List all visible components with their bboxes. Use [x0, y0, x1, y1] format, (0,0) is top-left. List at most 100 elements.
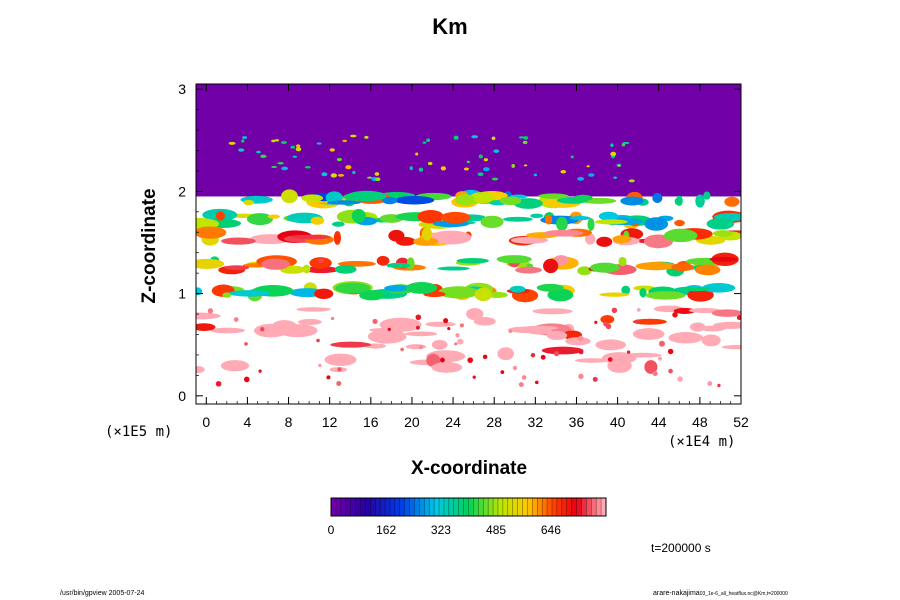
field-dot — [277, 161, 284, 165]
field-patch — [695, 194, 705, 208]
colorbar-swatch — [375, 498, 381, 516]
field-patch — [510, 236, 548, 244]
field-patch — [599, 292, 630, 297]
field-patch — [405, 344, 427, 350]
field-patch — [438, 286, 479, 299]
colorbar-swatch — [439, 498, 445, 516]
field-patch — [671, 263, 695, 272]
field-dot — [459, 323, 464, 328]
field-patch — [721, 344, 741, 350]
field-dot — [304, 165, 311, 169]
field-patch — [502, 216, 533, 222]
field-dot — [467, 357, 474, 363]
field-dot — [472, 375, 476, 379]
colorbar-swatch — [493, 498, 499, 516]
colorbar-swatch — [434, 498, 440, 516]
field-dot — [375, 177, 381, 182]
field-patch — [547, 288, 574, 302]
field-patch — [277, 324, 318, 338]
field-dot — [512, 365, 518, 371]
field-patch — [709, 256, 739, 262]
chart-title: Km — [432, 14, 468, 39]
footer-file: arare-nakajima03_1e-6_all_heatflux.nc@Km… — [653, 590, 788, 597]
field-patch — [639, 287, 647, 298]
x-tick-label: 12 — [322, 414, 338, 430]
colorbar-swatch — [571, 498, 578, 516]
field-dot — [586, 165, 590, 168]
field-dot — [296, 144, 301, 148]
field-patch — [473, 317, 496, 326]
field-patch — [521, 325, 559, 331]
footer-file-main: arare-nakajima — [653, 590, 700, 597]
field-dot — [271, 165, 278, 168]
field-dot — [243, 376, 250, 383]
field-patch — [595, 339, 626, 351]
field-dot — [605, 323, 612, 330]
colorbar-swatch — [537, 498, 543, 516]
colorbar-swatch — [429, 498, 435, 516]
field-upper-region — [196, 84, 741, 197]
field-dot — [336, 380, 342, 386]
field-patch — [431, 362, 463, 373]
field-patch — [587, 218, 595, 231]
field-patch — [346, 190, 387, 202]
field-patch — [711, 309, 741, 317]
field-dot — [422, 141, 427, 144]
field-patch — [556, 216, 568, 231]
field-dot — [622, 141, 630, 145]
colorbar-swatch — [488, 498, 494, 516]
colorbar-swatch — [468, 498, 474, 516]
field-dot — [400, 347, 404, 352]
field-patch — [589, 262, 620, 273]
field-dot — [466, 160, 470, 164]
field-patch — [724, 196, 740, 207]
field-dot — [491, 177, 499, 181]
field-dot — [707, 381, 713, 386]
field-patch — [645, 291, 686, 300]
field-patch — [221, 237, 256, 245]
colorbar-tick-label: 162 — [376, 523, 396, 537]
field-dot — [577, 176, 585, 181]
colorbar-swatch — [517, 498, 524, 516]
field-dot — [635, 319, 640, 324]
field-patch — [497, 347, 514, 361]
field-patch — [543, 258, 559, 274]
field-patch — [359, 290, 385, 301]
field-patch — [600, 315, 615, 324]
field-patch — [633, 285, 656, 291]
field-patch — [302, 264, 311, 274]
field-patch — [301, 194, 324, 202]
field-patch — [681, 286, 711, 292]
field-patch — [598, 211, 619, 221]
field-patch — [674, 219, 685, 227]
field-patch — [367, 329, 407, 344]
field-dot — [518, 136, 525, 139]
field-patch — [303, 266, 339, 274]
field-dot — [280, 140, 287, 145]
colorbar-swatch — [473, 498, 479, 516]
field-dot — [523, 136, 529, 140]
field-dot — [592, 376, 598, 382]
colorbar-swatch — [399, 498, 406, 516]
field-patch — [388, 229, 405, 242]
field-patch — [544, 214, 553, 225]
field-patch — [538, 193, 569, 199]
field-dot — [607, 357, 613, 362]
field-dot — [530, 352, 536, 358]
field-dot — [455, 333, 460, 338]
field-dot — [736, 315, 741, 321]
field-patch — [544, 229, 584, 237]
field-dot — [274, 139, 280, 142]
field-dot — [560, 169, 567, 174]
x-tick-label: 20 — [404, 414, 420, 430]
field-dot — [345, 165, 352, 170]
colorbar-swatch — [502, 498, 509, 516]
field-dot — [658, 340, 665, 347]
colorbar-tick-label: 646 — [541, 523, 561, 537]
field-patch — [333, 230, 342, 245]
field-dot — [668, 368, 673, 374]
colorbar-tick-label: 485 — [486, 523, 506, 537]
field-patch — [296, 307, 331, 312]
colorbar: 0 162 323 485 646 — [328, 497, 607, 537]
field-dot — [337, 367, 342, 372]
